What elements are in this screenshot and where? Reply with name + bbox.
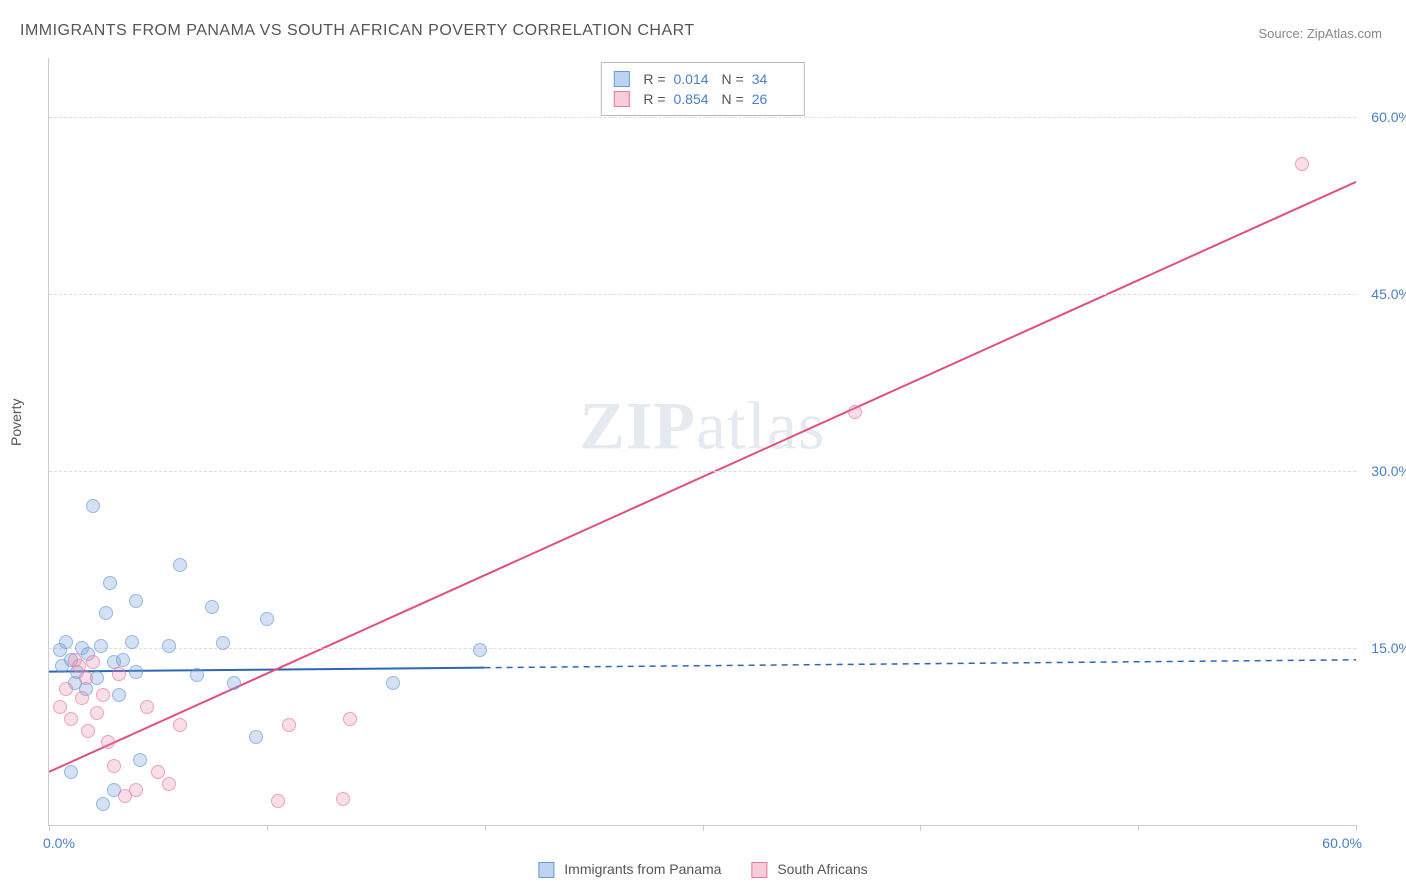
- data-point: [190, 668, 204, 682]
- xtick: [267, 825, 268, 831]
- data-point: [473, 643, 487, 657]
- r-value-sa: 0.854: [674, 91, 714, 107]
- correlation-legend: R = 0.014 N = 34 R = 0.854 N = 26: [600, 62, 804, 116]
- xtick: [49, 825, 50, 831]
- watermark: ZIPatlas: [580, 387, 826, 466]
- legend-swatch-panama-icon: [538, 862, 554, 878]
- data-point: [162, 777, 176, 791]
- data-point: [107, 759, 121, 773]
- y-axis-label: Poverty: [8, 399, 24, 446]
- data-point: [81, 724, 95, 738]
- data-point: [271, 794, 285, 808]
- data-point: [173, 718, 187, 732]
- data-point: [386, 676, 400, 690]
- gridline: [49, 294, 1356, 295]
- data-point: [112, 667, 126, 681]
- data-point: [99, 606, 113, 620]
- data-point: [64, 712, 78, 726]
- legend-item-panama: Immigrants from Panama: [538, 861, 721, 878]
- ytick-label: 45.0%: [1361, 286, 1406, 302]
- x-end-label: 60.0%: [1322, 835, 1362, 851]
- data-point: [75, 691, 89, 705]
- data-point: [79, 671, 93, 685]
- data-point: [86, 499, 100, 513]
- gridline: [49, 471, 1356, 472]
- data-point: [53, 700, 67, 714]
- r-value-panama: 0.014: [674, 71, 714, 87]
- data-point: [282, 718, 296, 732]
- data-point: [173, 558, 187, 572]
- data-point: [90, 706, 104, 720]
- x-start-label: 0.0%: [43, 835, 75, 851]
- data-point: [162, 639, 176, 653]
- xtick: [703, 825, 704, 831]
- xtick: [920, 825, 921, 831]
- legend-row-sa: R = 0.854 N = 26: [613, 89, 791, 109]
- n-label: N =: [722, 91, 744, 107]
- data-point: [129, 665, 143, 679]
- watermark-bold: ZIP: [580, 388, 696, 464]
- data-point: [848, 405, 862, 419]
- data-point: [336, 792, 350, 806]
- data-point: [64, 765, 78, 779]
- data-point: [260, 612, 274, 626]
- data-point: [125, 635, 139, 649]
- data-point: [112, 688, 126, 702]
- r-label: R =: [643, 91, 665, 107]
- data-point: [140, 700, 154, 714]
- plot-area: ZIPatlas R = 0.014 N = 34 R = 0.854 N = …: [48, 58, 1356, 826]
- data-point: [96, 797, 110, 811]
- data-point: [59, 682, 73, 696]
- legend-row-panama: R = 0.014 N = 34: [613, 69, 791, 89]
- source-label: Source: ZipAtlas.com: [1258, 26, 1382, 41]
- gridline: [49, 117, 1356, 118]
- legend-swatch-sa: [613, 91, 629, 107]
- ytick-label: 15.0%: [1361, 640, 1406, 656]
- ytick-label: 30.0%: [1361, 463, 1406, 479]
- data-point: [103, 576, 117, 590]
- data-point: [94, 639, 108, 653]
- legend-label-panama: Immigrants from Panama: [564, 861, 721, 877]
- series-legend: Immigrants from Panama South Africans: [538, 861, 867, 878]
- xtick: [1356, 825, 1357, 831]
- xtick: [485, 825, 486, 831]
- n-value-sa: 26: [752, 91, 792, 107]
- data-point: [116, 653, 130, 667]
- data-point: [216, 636, 230, 650]
- watermark-rest: atlas: [696, 388, 826, 464]
- legend-swatch-panama: [613, 71, 629, 87]
- legend-label-sa: South Africans: [777, 861, 867, 877]
- xtick: [1138, 825, 1139, 831]
- trend-lines-overlay: [49, 58, 1356, 825]
- r-label: R =: [643, 71, 665, 87]
- data-point: [129, 594, 143, 608]
- data-point: [151, 765, 165, 779]
- chart-title: IMMIGRANTS FROM PANAMA VS SOUTH AFRICAN …: [20, 22, 695, 40]
- data-point: [1295, 157, 1309, 171]
- data-point: [129, 783, 143, 797]
- data-point: [59, 635, 73, 649]
- data-point: [86, 655, 100, 669]
- data-point: [133, 753, 147, 767]
- data-point: [343, 712, 357, 726]
- gridline: [49, 648, 1356, 649]
- legend-swatch-sa-icon: [751, 862, 767, 878]
- data-point: [227, 676, 241, 690]
- data-point: [205, 600, 219, 614]
- n-value-panama: 34: [752, 71, 792, 87]
- data-point: [101, 735, 115, 749]
- n-label: N =: [722, 71, 744, 87]
- legend-item-sa: South Africans: [751, 861, 867, 878]
- data-point: [249, 730, 263, 744]
- data-point: [96, 688, 110, 702]
- ytick-label: 60.0%: [1361, 109, 1406, 125]
